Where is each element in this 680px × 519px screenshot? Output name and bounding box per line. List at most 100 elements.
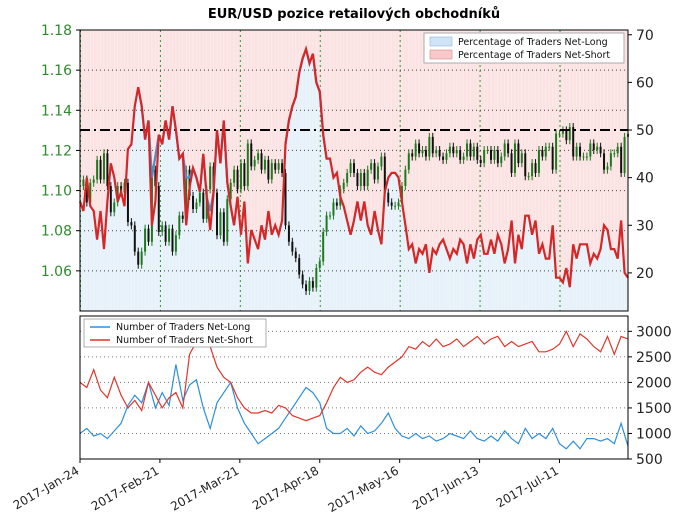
candle-body — [329, 215, 332, 217]
candle-body — [609, 153, 612, 167]
candle-body — [284, 172, 287, 226]
candle-body — [106, 153, 109, 187]
candle-body — [476, 146, 479, 160]
candle-body — [298, 258, 301, 275]
candle-body — [592, 143, 595, 151]
candle-body — [174, 235, 177, 252]
candle-body — [496, 150, 499, 164]
candle-body — [270, 163, 273, 180]
candle-body — [349, 163, 352, 173]
candle-body — [277, 163, 280, 170]
left-tick-label: 1.08 — [41, 224, 72, 240]
candle-body — [130, 222, 133, 226]
candle-body — [438, 150, 441, 157]
legend-label-net-short: Percentage of Traders Net-Short — [458, 50, 610, 61]
candle-body — [305, 284, 308, 291]
left-tick-label: 1.10 — [41, 184, 72, 200]
net-long-area — [80, 49, 628, 311]
candle-body — [510, 153, 513, 173]
candle-body — [219, 212, 222, 236]
candle-body — [558, 133, 561, 135]
legend-label-net-short-count: Number of Traders Net-Short — [116, 335, 253, 346]
candle-body — [161, 225, 164, 232]
candle-body — [407, 153, 410, 170]
candle-body — [517, 143, 520, 164]
candle-body — [582, 156, 585, 158]
candle-body — [568, 127, 571, 141]
candle-body — [147, 228, 150, 242]
candle-body — [575, 146, 578, 157]
candle-body — [442, 156, 445, 160]
candle-body — [216, 192, 218, 236]
candle-body — [551, 146, 554, 170]
candle-body — [181, 215, 184, 219]
candle-body — [267, 159, 270, 180]
candle-body — [452, 146, 455, 154]
date-tick-label: 2017-Apr-18 — [250, 463, 321, 512]
legend-swatch-net-short — [429, 49, 453, 60]
candle-body — [414, 143, 417, 157]
date-tick-label: 2017-Jul-11 — [494, 463, 561, 510]
top-panel-frame — [79, 29, 629, 312]
candle-body — [606, 166, 609, 170]
candle-body — [613, 153, 616, 155]
date-tick-label: 2017-Jan-24 — [11, 463, 82, 512]
candle-body — [260, 153, 263, 170]
legend-top: Percentage of Traders Net-Long Percentage… — [423, 32, 625, 64]
candle-body — [353, 163, 355, 173]
net-short-area — [80, 30, 628, 288]
left-tick-label: 1.06 — [41, 264, 72, 280]
legend-top-box — [423, 32, 625, 64]
right-tick-label: 40 — [636, 171, 654, 187]
candle-body — [85, 179, 88, 203]
left-tick-label: 1.18 — [41, 23, 72, 39]
candle-body — [370, 163, 373, 170]
candle-body — [493, 150, 496, 160]
right-tick-label: 50 — [636, 123, 654, 139]
candle-body — [596, 146, 599, 151]
left-tick-label: 1.16 — [41, 63, 72, 79]
candle-body — [428, 136, 431, 157]
candle-body — [164, 225, 167, 242]
candle-body — [359, 172, 362, 187]
candle-body — [544, 146, 547, 157]
candle-body — [325, 215, 328, 232]
candle-body — [620, 146, 623, 173]
candle-body — [335, 202, 338, 206]
candle-body — [589, 143, 592, 157]
right-tick-label: 60 — [636, 75, 654, 91]
candle-body — [346, 172, 349, 183]
candle-body — [435, 150, 438, 154]
candle-body — [585, 156, 588, 158]
bottom-right-tick-label: 1500 — [636, 401, 672, 417]
candle-body — [154, 169, 157, 187]
top-panel — [78, 29, 629, 311]
candle-body — [92, 179, 95, 183]
candle-body — [140, 251, 143, 265]
candle-body — [520, 153, 523, 164]
candle-body — [479, 159, 482, 164]
candle-body — [373, 163, 376, 180]
candle-body — [82, 179, 85, 187]
candle-body — [503, 143, 506, 157]
candle-body — [537, 150, 540, 173]
candle-body — [466, 143, 469, 157]
candle-body — [274, 163, 277, 170]
candle-body — [222, 212, 225, 242]
candle-body — [102, 153, 105, 180]
candle-body — [233, 169, 236, 183]
candle-body — [126, 182, 129, 223]
candle-body — [287, 225, 290, 242]
candle-body — [294, 251, 297, 259]
candle-body — [380, 156, 383, 167]
candle-body — [281, 163, 284, 173]
candle-body — [168, 228, 171, 242]
candle-body — [356, 172, 359, 187]
candle-body — [603, 153, 606, 170]
candle-body — [322, 231, 325, 262]
candle-body — [137, 251, 140, 265]
candle-body — [263, 159, 266, 170]
candle-body — [311, 281, 314, 288]
bottom-right-tick-label: 2000 — [636, 375, 672, 391]
